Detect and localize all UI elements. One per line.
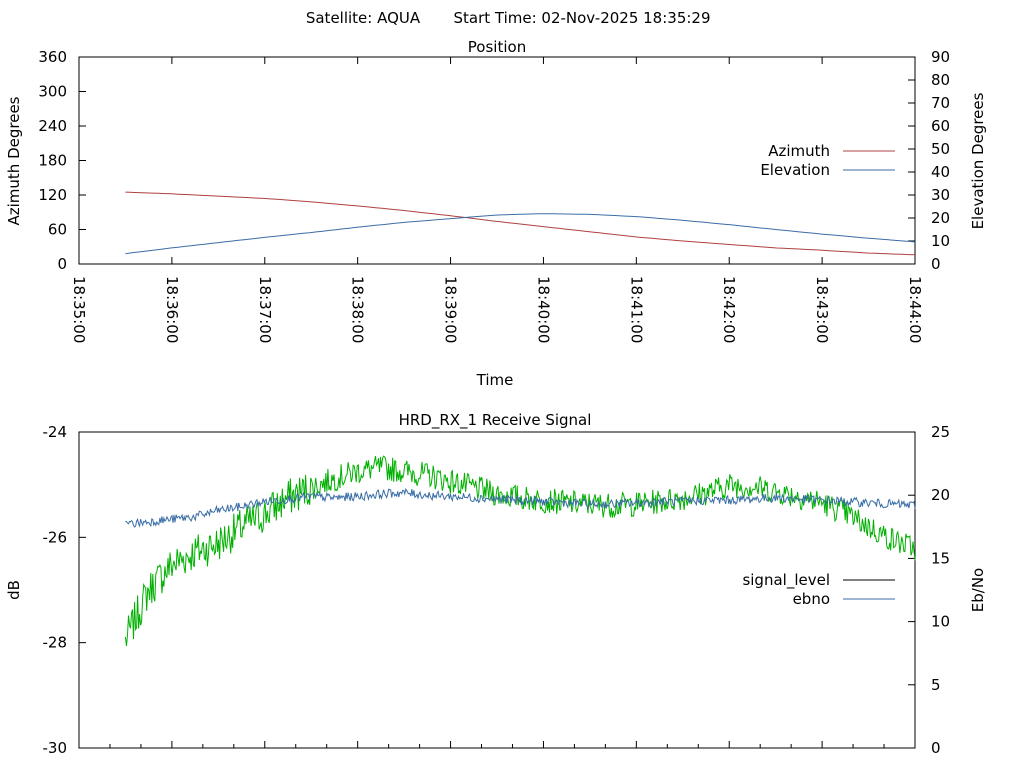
signal-y2-tick-label: 10 [931,613,950,631]
signal-series [124,455,916,647]
position-y2-tick-label: 0 [931,255,941,273]
series-ebno-line [125,487,916,528]
satellite-title: Satellite: AQUA [306,9,421,27]
series-azimuth-line [125,191,916,256]
signal-plot-frame [78,431,916,749]
signal-y2-label: Eb/No [969,568,987,612]
position-x-tick-label: 18:40:00 [534,276,552,343]
position-y2-tick-label: 70 [931,94,950,112]
signal-y-tick-label: -30 [43,739,68,757]
position-x-tick-label: 18:41:00 [627,276,645,343]
position-y-tick-label: 0 [57,255,67,273]
position-y-tick-label: 240 [38,117,67,135]
position-y-tick-label: 360 [38,48,67,66]
legend-signal-level-label: signal_level [742,571,830,590]
position-y2-tick-label: 10 [931,232,950,250]
signal-chart-title: HRD_RX_1 Receive Signal [399,411,592,430]
signal-y2-tick-label: 0 [931,739,941,757]
series-elevation-line [125,213,916,255]
position-y-tick-label: 120 [38,186,67,204]
position-x-tick-label: 18:43:00 [813,276,831,343]
signal-y-label: dB [5,580,23,600]
position-y2-tick-label: 50 [931,140,950,158]
signal-chart: HRD_RX_1 Receive Signal -30 -28 -26 -24 0 5 10… [5,411,987,757]
position-y2-tick-label: 80 [931,71,950,89]
position-y2-tick-label: 40 [931,163,950,181]
position-y-tick-label: 300 [38,83,67,101]
position-y2-tick-label: 20 [931,209,950,227]
signal-y2-tick-label: 25 [931,423,950,441]
position-y-tick-label: 60 [48,221,67,239]
signal-y2-tick-label: 15 [931,549,950,567]
start-time: Start Time: 02-Nov-2025 18:35:29 [453,9,710,27]
signal-y-tick-label: -24 [43,423,68,441]
position-chart-title: Position [468,38,526,56]
signal-y-tick-label: -28 [43,634,68,652]
position-x-tick-label: 18:35:00 [70,276,88,343]
signal-legend: signal_level ebno [742,571,895,608]
legend-elevation-label: Elevation [760,161,830,179]
position-x-tick-label: 18:42:00 [720,276,738,343]
position-y-tick-label: 180 [38,152,67,170]
legend-azimuth-label: Azimuth [768,142,830,160]
signal-y2-tick-label: 20 [931,486,950,504]
position-x-tick-label: 18:37:00 [256,276,274,343]
position-axes: 0 60 120 180 240 300 360 0 10 20 30 40 50 60 70 80 90 18:… [38,48,950,343]
position-x-tick-label: 18:36:00 [163,276,181,343]
position-x-tick-label: 18:38:00 [349,276,367,343]
position-y2-tick-label: 90 [931,48,950,66]
position-x-tick-label: 18:39:00 [442,276,460,343]
position-series [125,191,916,256]
position-chart: Position 0 60 120 180 240 300 360 0 10 20 30 40 50 60… [5,38,987,389]
position-x-label: Time [476,371,514,389]
signal-axes: -30 -28 -26 -24 0 5 10 15 20 25 [43,423,951,757]
legend-ebno-label: ebno [793,590,830,608]
position-y2-label: Elevation Degrees [969,92,987,229]
position-y2-tick-label: 30 [931,186,950,204]
series-signal-level-line [124,455,916,647]
signal-y2-tick-label: 5 [931,676,941,694]
position-y2-tick-label: 60 [931,117,950,135]
signal-y-tick-label: -26 [43,528,68,546]
position-x-tick-label: 18:44:00 [906,276,924,343]
position-legend: Azimuth Elevation [760,142,895,179]
position-y-label: Azimuth Degrees [5,96,23,225]
